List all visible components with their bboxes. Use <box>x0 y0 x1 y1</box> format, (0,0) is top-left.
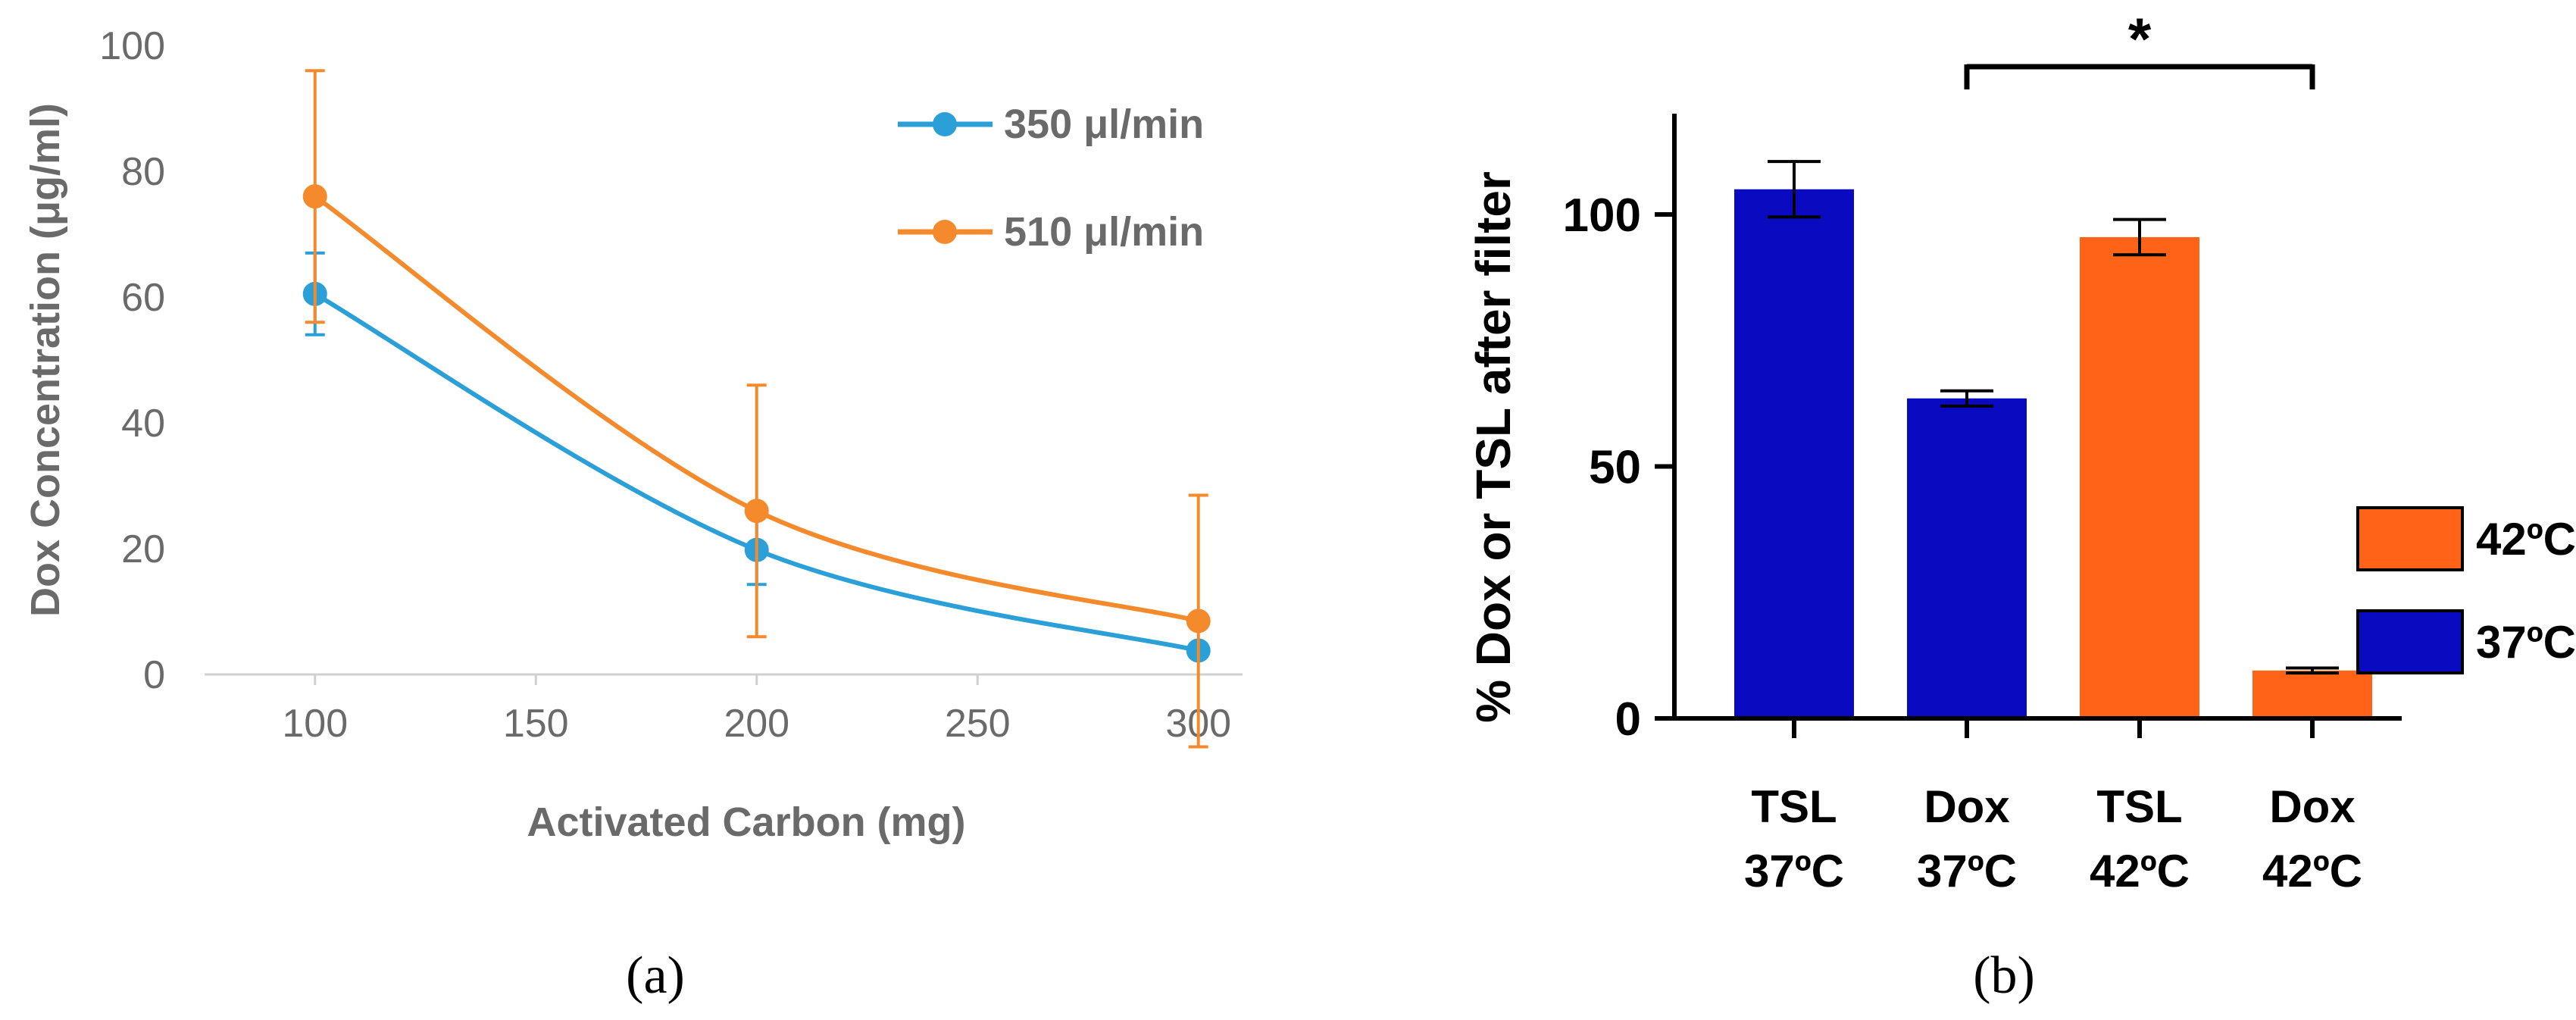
y-axis-title: % Dox or TSL after filter <box>1466 171 1521 723</box>
legend-marker-2 <box>933 220 957 244</box>
y-tick-label: 50 <box>1589 442 1641 494</box>
legend-swatch-1 <box>2356 506 2464 571</box>
x-axis-title: Activated Carbon (mg) <box>527 799 965 845</box>
y-tick-label: 40 <box>121 402 165 446</box>
panel-label-b: (b) <box>1973 946 2035 1005</box>
y-axis-title: Dox Concentration (μg/ml) <box>23 103 68 617</box>
y-tick-label: 0 <box>1615 693 1641 746</box>
x-tick-label-line1: Dox <box>1924 781 2009 832</box>
legend-swatch-2 <box>2356 609 2464 674</box>
bar-3 <box>2080 236 2199 718</box>
bar-2 <box>1907 398 2027 718</box>
legend-label-1: 42ºC <box>2476 514 2576 565</box>
x-tick-label-line2: 42ºC <box>2262 846 2362 896</box>
x-tick-label: 100 <box>282 702 348 746</box>
x-tick-label-line2: 37ºC <box>1744 846 1844 896</box>
y-tick-label: 100 <box>99 24 165 68</box>
panel-b-bar-chart: 0 50 100 TSL 37ºC Dox 37ºC TSL 42ºC Dox 42ºC % Dox … <box>1466 5 2576 1005</box>
legend-label-1: 350 μl/min <box>1004 102 1204 147</box>
y-tick-label: 20 <box>121 527 165 571</box>
data-point <box>302 184 327 209</box>
x-tick-label: 200 <box>724 702 789 746</box>
bar-4 <box>2252 670 2372 718</box>
x-tick-label-line2: 37ºC <box>1917 846 2017 896</box>
legend-label-2: 510 μl/min <box>1004 209 1204 255</box>
panel-label-a: (a) <box>626 946 685 1005</box>
x-tick-label: 150 <box>503 702 569 746</box>
data-point <box>1186 609 1211 634</box>
x-tick-label-line1: TSL <box>2096 781 2182 832</box>
y-tick-label: 80 <box>121 150 165 194</box>
x-tick-label-line2: 42ºC <box>2090 846 2190 896</box>
legend-label-2: 37ºC <box>2476 617 2576 668</box>
data-point <box>744 499 769 524</box>
y-tick-label: 0 <box>143 653 165 697</box>
y-tick-label: 60 <box>121 276 165 320</box>
legend-marker-1 <box>933 112 957 136</box>
significance-star: * <box>2128 5 2152 72</box>
x-tick-label: 250 <box>945 702 1011 746</box>
y-tick-label: 100 <box>1563 189 1641 242</box>
x-tick-label-line1: TSL <box>1751 781 1837 832</box>
bar-1 <box>1734 189 1854 718</box>
x-tick-label-line1: Dox <box>2269 781 2355 832</box>
